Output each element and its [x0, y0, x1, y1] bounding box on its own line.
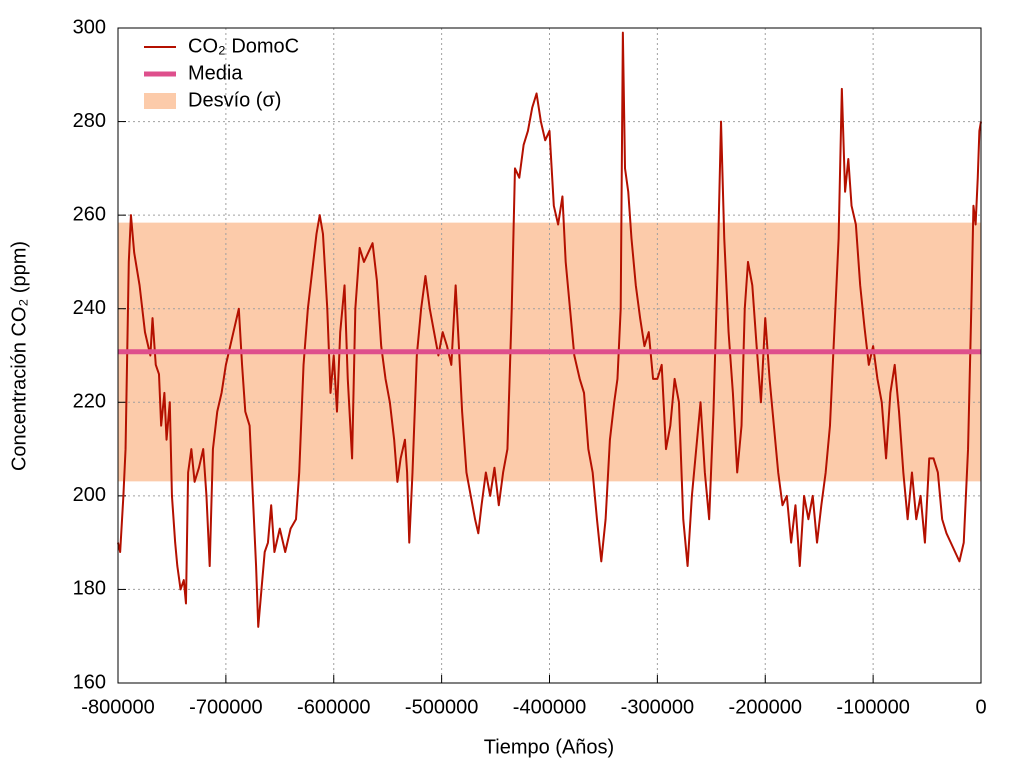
data-line: [117, 31, 982, 628]
y-tick-label: 280: [73, 110, 106, 132]
y-tick-label: 260: [73, 203, 106, 225]
x-tick-label: -100000: [836, 696, 909, 718]
x-tick-label: -500000: [405, 696, 478, 718]
legend-label: Media: [188, 62, 243, 84]
x-tick-label: -400000: [513, 696, 586, 718]
legend-label: CO₂ DomoC: [188, 35, 299, 57]
x-tick-label: -700000: [189, 696, 262, 718]
y-axis-label: Concentración CO₂ (ppm): [8, 241, 30, 471]
y-tick-label: 300: [73, 16, 106, 38]
x-tick-label: 0: [975, 696, 986, 718]
plot-frame: [117, 27, 982, 684]
legend-swatch: [144, 93, 176, 109]
y-tick-label: 240: [73, 297, 106, 319]
x-axis-label: Tiempo (Años): [484, 736, 614, 758]
x-tick-label: -300000: [621, 696, 694, 718]
legend-label: Desvío (σ): [188, 89, 281, 111]
y-tick-label: 200: [73, 484, 106, 506]
x-tick-label: -600000: [297, 696, 370, 718]
x-tick-label: -200000: [729, 696, 802, 718]
y-tick-label: 160: [73, 671, 106, 693]
y-tick-label: 220: [73, 391, 106, 413]
y-tick-label: 180: [73, 578, 106, 600]
x-tick-label: -800000: [81, 696, 154, 718]
